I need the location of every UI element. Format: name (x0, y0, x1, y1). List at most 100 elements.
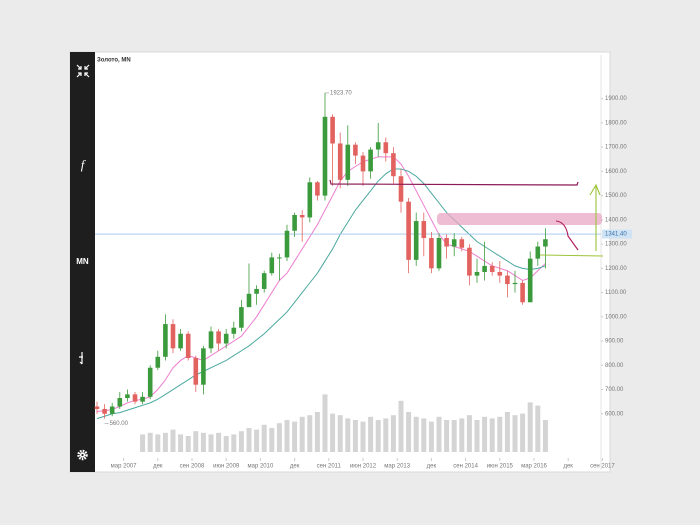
candle-body (337, 143, 343, 180)
x-tick-label: сен 2014 (453, 464, 478, 470)
period-button[interactable]: MN (76, 257, 89, 266)
x-tick-label: мар 2007 (111, 464, 137, 470)
volume-bar (527, 402, 533, 452)
candle-body (277, 257, 282, 259)
draw-icon[interactable] (79, 352, 83, 365)
x-tick-label: июн 2012 (350, 464, 377, 470)
volume-bar (466, 415, 472, 452)
chart-card (69, 51, 611, 473)
candle-body (246, 293, 252, 308)
drawn-path (555, 220, 579, 251)
candle-body (231, 327, 237, 334)
drawn-level (329, 179, 579, 186)
candle-body (147, 367, 153, 397)
candle-body (459, 239, 465, 248)
volume-bar (489, 418, 495, 452)
y-tick-label: 1900.00 (605, 96, 627, 102)
volume-bar (284, 420, 290, 452)
volume-bar (208, 434, 214, 452)
candle-body (170, 324, 176, 349)
y-tick-label: 1500.00 (605, 193, 627, 199)
y-tick-label: 1600.00 (605, 169, 627, 175)
volume-bar (436, 416, 442, 452)
candle-body (429, 238, 434, 269)
y-tick-label: 900.00 (605, 339, 624, 345)
volume-bar (185, 436, 191, 452)
candle-body (223, 333, 229, 344)
candle-body (451, 239, 457, 247)
candle-body (201, 348, 206, 385)
volume-bar (360, 421, 366, 452)
volume-bar (307, 415, 313, 452)
x-tick-label: сен 2011 (317, 464, 342, 470)
chart-title: Золото, MN (97, 58, 131, 64)
candle-body (307, 182, 313, 218)
volume-bar (383, 418, 389, 452)
x-tick-label: дек (427, 464, 437, 470)
candle-body (421, 221, 427, 239)
volume-bar (406, 412, 412, 452)
candle-body (398, 176, 404, 202)
candle-body (155, 356, 161, 368)
volume-bar (375, 420, 381, 452)
candle-body (261, 273, 267, 289)
function-icon[interactable]: f (81, 157, 87, 172)
volume-bar (193, 431, 199, 452)
volume-bar (482, 416, 488, 452)
y-tick-label: 800.00 (605, 363, 624, 369)
y-tick-label: 1800.00 (605, 120, 627, 126)
volume-bar (140, 434, 146, 452)
y-tick-label: 1000.00 (605, 314, 627, 320)
volume-bar (512, 415, 518, 452)
volume-bar (390, 415, 396, 452)
resistance-zone (437, 213, 602, 225)
candle-body (292, 215, 297, 231)
candle-body (94, 406, 100, 409)
candle-body (254, 288, 259, 294)
candle-body (239, 307, 244, 328)
x-tick-label: мар 2016 (521, 464, 547, 470)
x-tick-label: июн 2009 (213, 464, 240, 470)
y-tick-label: 1700.00 (605, 145, 627, 151)
plot: 600.00 700.00 800.00 900.00 1000.00 1100.00 12… (94, 90, 632, 470)
volume-bar (155, 434, 161, 452)
moving-average (96, 168, 546, 420)
x-tick-label: дек (153, 464, 163, 470)
candle-body (527, 258, 533, 303)
y-tick-label: 1200.00 (605, 266, 627, 272)
volume-bar (269, 428, 275, 452)
volume-bar (444, 420, 450, 452)
candle-body (535, 246, 541, 259)
candle-body (505, 275, 510, 285)
volume-bar (162, 432, 168, 452)
candle-body (391, 153, 396, 177)
volume-bar (314, 412, 320, 452)
x-tick-label: дек (563, 464, 573, 470)
volume-bar (292, 421, 298, 452)
volume-bar (223, 436, 229, 452)
candle-body (269, 257, 275, 274)
x-tick-label: мар 2010 (247, 464, 273, 470)
volume-bar (474, 420, 480, 452)
candle-body (322, 116, 328, 196)
volume-bar (216, 432, 222, 452)
x-tick-label: дек (290, 464, 300, 470)
volume-bar (200, 432, 206, 452)
volume-bar (299, 416, 305, 452)
volume-bar (147, 432, 153, 452)
volume-bar (368, 416, 374, 452)
settings-icon[interactable] (77, 449, 88, 461)
candle-body (208, 331, 214, 349)
candle-body (178, 333, 183, 349)
volume-bar (231, 434, 237, 452)
current-price-label: 1341.40 (605, 232, 627, 238)
volume-bar (337, 415, 343, 452)
candle-body (482, 265, 487, 272)
candle-body (109, 406, 115, 414)
collapse-icon[interactable] (76, 64, 90, 78)
volume-bar (261, 424, 267, 452)
candle-body (489, 265, 495, 272)
y-tick-label: 700.00 (605, 387, 624, 393)
candle-body (383, 142, 389, 154)
